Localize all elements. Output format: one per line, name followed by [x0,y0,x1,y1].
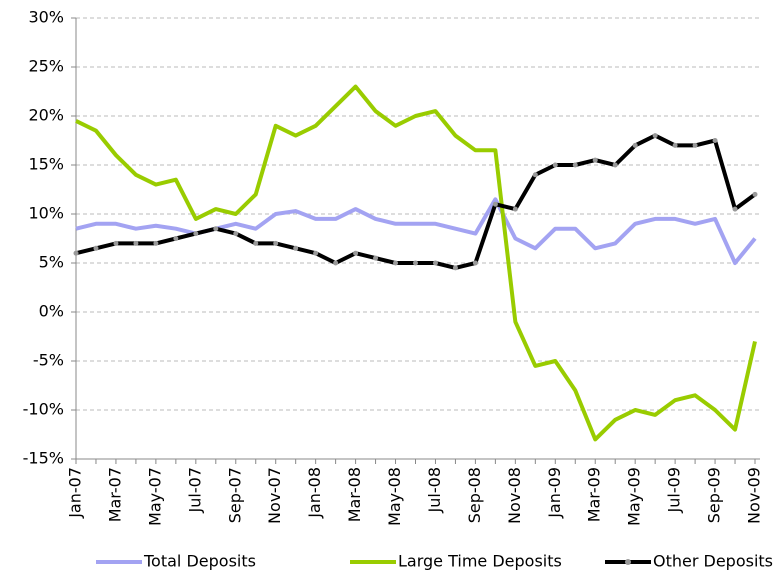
point-marker [213,226,219,232]
series-line [75,197,757,265]
point-marker [472,260,478,266]
point-marker [353,250,359,256]
point-marker [552,162,558,168]
x-tick-label: Jan-07 [66,467,85,519]
x-tick-label: Mar-08 [345,467,364,522]
x-tick-label: Nov-09 [745,467,764,524]
point-marker [632,142,638,148]
point-marker [253,240,259,246]
point-marker [73,250,79,256]
point-marker [492,201,498,207]
x-tick-label: Mar-07 [105,467,124,522]
point-marker [432,260,438,266]
point-marker [413,260,418,266]
legend-label: Total Deposits [143,552,256,571]
point-marker [592,157,598,163]
x-tick-label: Jul-09 [665,467,684,513]
y-tick-label: -5% [33,351,64,370]
point-marker [373,255,379,261]
y-tick-label: -10% [23,400,64,419]
point-marker [153,240,159,246]
point-marker [692,142,698,148]
x-tick-label: May-07 [145,467,164,526]
point-marker [532,172,538,178]
x-tick-label: May-09 [625,467,644,526]
y-tick-label: 15% [28,155,64,174]
y-tick-label: 25% [28,57,64,76]
x-tick-label: May-08 [385,467,404,526]
x-tick-label: Sep-09 [705,467,724,523]
y-tick-label: 0% [39,302,64,321]
point-marker [133,240,139,246]
point-marker [672,142,678,148]
point-marker [333,260,339,266]
legend-label: Large Time Deposits [398,552,562,571]
x-tick-label: Nov-07 [265,467,284,524]
x-tick-label: Sep-07 [225,467,244,523]
x-tick-label: Nov-08 [505,467,524,524]
point-marker [173,236,179,241]
y-tick-label: 5% [39,253,64,272]
point-marker [732,206,738,212]
point-marker [93,245,99,251]
x-tick-label: Jan-09 [545,467,564,519]
point-marker [313,250,319,256]
legend-label: Other Deposits [653,552,773,571]
point-marker [752,191,758,197]
x-tick-label: Mar-09 [585,467,604,522]
y-tick-label: -15% [23,449,64,468]
point-marker [193,231,199,237]
point-marker [452,265,458,271]
point-marker [612,162,618,168]
point-marker [233,231,239,237]
legend-marker [625,559,631,565]
series-line [75,133,757,270]
y-tick-label: 20% [28,106,64,125]
point-marker [393,260,399,266]
point-marker [512,206,518,212]
point-marker [293,245,299,251]
point-marker [652,133,658,139]
series-line [75,84,757,442]
point-marker [712,138,718,143]
point-marker [273,240,279,246]
x-tick-label: Sep-08 [465,467,484,523]
y-tick-label: 10% [28,204,64,223]
x-tick-label: Jul-07 [185,467,204,513]
point-marker [572,162,578,168]
point-marker [113,240,119,246]
x-tick-label: Jan-08 [305,467,324,519]
y-tick-label: 30% [28,8,64,27]
x-tick-label: Jul-08 [425,467,444,513]
